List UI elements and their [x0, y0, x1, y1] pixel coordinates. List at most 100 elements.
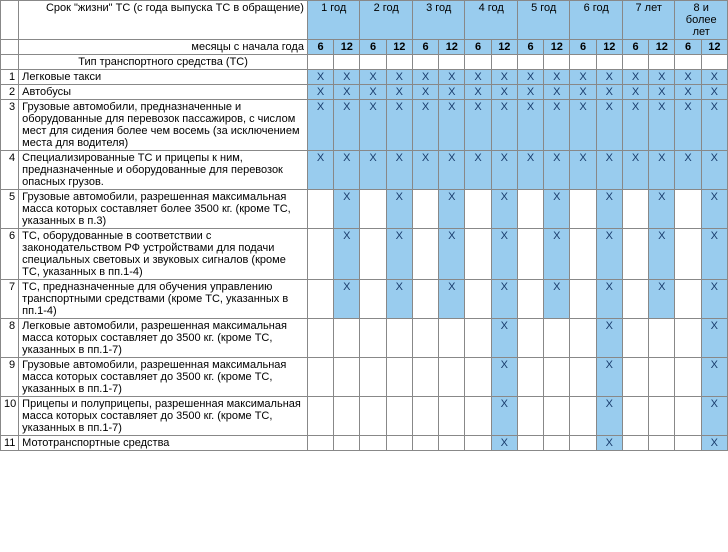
- mark-cell-x: X: [596, 280, 622, 319]
- hdr-empty-cell: [439, 55, 465, 70]
- mark-cell-x: X: [439, 100, 465, 151]
- month-header: 6: [675, 40, 701, 55]
- table-row: 3Грузовые автомобили, предназначенные и …: [1, 100, 728, 151]
- mark-cell-empty: [622, 190, 648, 229]
- mark-cell-empty: [412, 190, 438, 229]
- hdr-empty-cell: [649, 55, 675, 70]
- mark-cell-x: X: [701, 319, 727, 358]
- mark-cell-x: X: [596, 397, 622, 436]
- mark-cell-x: X: [596, 358, 622, 397]
- mark-cell-x: X: [439, 85, 465, 100]
- mark-cell-x: X: [596, 151, 622, 190]
- mark-cell-x: X: [649, 280, 675, 319]
- mark-cell-empty: [622, 397, 648, 436]
- row-number: 9: [1, 358, 19, 397]
- mark-cell-empty: [360, 397, 386, 436]
- mark-cell-empty: [517, 397, 543, 436]
- mark-cell-empty: [307, 436, 333, 451]
- mark-cell-empty: [439, 436, 465, 451]
- mark-cell-x: X: [649, 229, 675, 280]
- row-description: Грузовые автомобили, разрешенная максима…: [19, 358, 308, 397]
- mark-cell-x: X: [491, 397, 517, 436]
- year-header: 1 год: [307, 1, 360, 40]
- year-header: 4 год: [465, 1, 518, 40]
- hdr-empty-cell: [412, 55, 438, 70]
- mark-cell-x: X: [439, 229, 465, 280]
- mark-cell-empty: [386, 436, 412, 451]
- mark-cell-x: X: [701, 397, 727, 436]
- mark-cell-x: X: [544, 190, 570, 229]
- mark-cell-x: X: [701, 190, 727, 229]
- mark-cell-empty: [570, 358, 596, 397]
- mark-cell-empty: [360, 190, 386, 229]
- mark-cell-x: X: [570, 70, 596, 85]
- mark-cell-empty: [412, 358, 438, 397]
- mark-cell-empty: [360, 229, 386, 280]
- mark-cell-x: X: [334, 190, 360, 229]
- mark-cell-x: X: [386, 190, 412, 229]
- month-header: 12: [386, 40, 412, 55]
- mark-cell-empty: [517, 280, 543, 319]
- mark-cell-x: X: [649, 70, 675, 85]
- hdr-empty-cell: [491, 55, 517, 70]
- mark-cell-x: X: [439, 190, 465, 229]
- hdr-empty-cell: [517, 55, 543, 70]
- hdr-empty-cell: [386, 55, 412, 70]
- mark-cell-x: X: [491, 436, 517, 451]
- mark-cell-x: X: [649, 85, 675, 100]
- mark-cell-x: X: [649, 151, 675, 190]
- mark-cell-empty: [649, 358, 675, 397]
- mark-cell-empty: [544, 358, 570, 397]
- month-header: 6: [412, 40, 438, 55]
- mark-cell-empty: [465, 190, 491, 229]
- row-description: Специализированные ТС и прицепы к ним, п…: [19, 151, 308, 190]
- mark-cell-empty: [649, 397, 675, 436]
- table-row: 8Легковые автомобили, разрешенная максим…: [1, 319, 728, 358]
- row-number: 3: [1, 100, 19, 151]
- mark-cell-empty: [307, 319, 333, 358]
- mark-cell-empty: [439, 397, 465, 436]
- mark-cell-empty: [307, 358, 333, 397]
- mark-cell-x: X: [386, 151, 412, 190]
- month-header: 6: [517, 40, 543, 55]
- mark-cell-x: X: [596, 100, 622, 151]
- row-description: Грузовые автомобили, разрешенная максима…: [19, 190, 308, 229]
- mark-cell-empty: [386, 319, 412, 358]
- mark-cell-x: X: [701, 280, 727, 319]
- hdr-empty-cell: [360, 55, 386, 70]
- mark-cell-x: X: [675, 151, 701, 190]
- mark-cell-x: X: [622, 70, 648, 85]
- hdr-empty-cell: [675, 55, 701, 70]
- mark-cell-empty: [465, 280, 491, 319]
- mark-cell-empty: [307, 229, 333, 280]
- mark-cell-x: X: [701, 358, 727, 397]
- mark-cell-x: X: [334, 280, 360, 319]
- mark-cell-empty: [412, 280, 438, 319]
- month-header: 6: [465, 40, 491, 55]
- month-header: 12: [596, 40, 622, 55]
- mark-cell-empty: [570, 190, 596, 229]
- hdr-empty-cell: [596, 55, 622, 70]
- mark-cell-empty: [360, 319, 386, 358]
- year-header: 8 и более лет: [675, 1, 728, 40]
- year-header: 6 год: [570, 1, 623, 40]
- mark-cell-x: X: [596, 436, 622, 451]
- table-row: 5Грузовые автомобили, разрешенная максим…: [1, 190, 728, 229]
- mark-cell-x: X: [491, 100, 517, 151]
- month-header: 6: [360, 40, 386, 55]
- mark-cell-x: X: [491, 319, 517, 358]
- mark-cell-x: X: [439, 70, 465, 85]
- hdr-empty-cell: [701, 55, 727, 70]
- mark-cell-empty: [649, 319, 675, 358]
- row-description: Прицепы и полуприцепы, разрешенная макси…: [19, 397, 308, 436]
- row-number: 6: [1, 229, 19, 280]
- mark-cell-x: X: [439, 280, 465, 319]
- mark-cell-empty: [622, 358, 648, 397]
- month-header: 12: [649, 40, 675, 55]
- mark-cell-x: X: [649, 190, 675, 229]
- mark-cell-empty: [544, 397, 570, 436]
- mark-cell-x: X: [649, 100, 675, 151]
- month-header: 6: [307, 40, 333, 55]
- mark-cell-x: X: [412, 85, 438, 100]
- mark-cell-empty: [622, 280, 648, 319]
